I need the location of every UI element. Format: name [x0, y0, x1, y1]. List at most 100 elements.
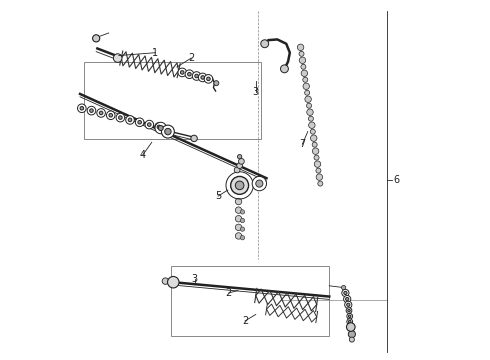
Circle shape: [240, 235, 245, 240]
Circle shape: [235, 216, 242, 222]
Circle shape: [310, 129, 315, 134]
Text: 2: 2: [188, 53, 195, 63]
Circle shape: [343, 296, 351, 303]
Text: 1: 1: [152, 48, 158, 58]
Circle shape: [204, 75, 213, 83]
Circle shape: [348, 309, 350, 312]
Circle shape: [307, 103, 312, 108]
Circle shape: [346, 303, 350, 306]
Circle shape: [297, 44, 304, 50]
Circle shape: [109, 113, 113, 117]
Circle shape: [185, 70, 194, 78]
Circle shape: [155, 123, 163, 131]
Circle shape: [178, 68, 187, 77]
Circle shape: [234, 167, 240, 173]
Circle shape: [301, 64, 306, 69]
Circle shape: [231, 176, 248, 194]
Circle shape: [347, 314, 353, 319]
Circle shape: [113, 54, 122, 62]
Text: 7: 7: [299, 139, 305, 149]
Circle shape: [126, 116, 134, 124]
Circle shape: [135, 118, 144, 127]
Circle shape: [239, 158, 245, 164]
Circle shape: [307, 109, 313, 116]
Circle shape: [97, 109, 105, 117]
Text: 3: 3: [192, 274, 198, 284]
Circle shape: [344, 301, 352, 309]
Circle shape: [314, 161, 321, 167]
Circle shape: [252, 176, 267, 191]
Circle shape: [198, 73, 207, 82]
Circle shape: [158, 126, 163, 131]
Text: 3: 3: [253, 87, 259, 97]
Circle shape: [312, 142, 317, 147]
Bar: [84, 62, 261, 139]
Circle shape: [345, 297, 349, 301]
Bar: [172, 266, 329, 336]
Circle shape: [235, 198, 242, 205]
Circle shape: [93, 35, 100, 42]
Circle shape: [240, 227, 245, 231]
Circle shape: [162, 278, 169, 284]
Circle shape: [235, 224, 242, 230]
Circle shape: [303, 83, 310, 90]
Circle shape: [235, 207, 242, 213]
Circle shape: [308, 116, 314, 121]
Circle shape: [188, 72, 191, 76]
Text: 6: 6: [394, 175, 400, 185]
Circle shape: [128, 118, 132, 122]
Circle shape: [316, 168, 321, 173]
Circle shape: [145, 120, 153, 129]
Circle shape: [309, 122, 315, 129]
Circle shape: [77, 104, 86, 113]
Circle shape: [303, 77, 308, 82]
Circle shape: [313, 148, 319, 154]
Circle shape: [119, 116, 122, 120]
Text: 4: 4: [140, 150, 146, 160]
Circle shape: [305, 90, 310, 95]
Circle shape: [238, 154, 242, 159]
Circle shape: [155, 122, 167, 134]
Text: 2: 2: [226, 288, 232, 298]
Circle shape: [346, 308, 352, 314]
Text: 2: 2: [242, 316, 248, 326]
Circle shape: [161, 125, 174, 138]
Circle shape: [314, 155, 319, 160]
Circle shape: [90, 109, 93, 112]
Circle shape: [192, 72, 201, 80]
Circle shape: [201, 76, 204, 79]
Circle shape: [191, 135, 197, 141]
Circle shape: [318, 181, 323, 186]
Circle shape: [348, 330, 355, 338]
Circle shape: [87, 106, 96, 115]
Circle shape: [256, 180, 263, 187]
Circle shape: [280, 65, 289, 73]
Circle shape: [342, 289, 349, 297]
Circle shape: [299, 51, 304, 56]
Circle shape: [168, 276, 179, 288]
Circle shape: [165, 129, 171, 135]
Circle shape: [349, 337, 354, 342]
Circle shape: [147, 123, 151, 126]
Circle shape: [195, 74, 198, 78]
Circle shape: [347, 319, 353, 324]
Circle shape: [305, 96, 311, 103]
Circle shape: [180, 71, 184, 74]
Circle shape: [99, 111, 103, 115]
Circle shape: [235, 181, 244, 190]
Circle shape: [342, 285, 346, 290]
Circle shape: [299, 57, 306, 63]
Circle shape: [301, 70, 308, 76]
Circle shape: [207, 77, 210, 81]
Circle shape: [157, 125, 161, 129]
Circle shape: [138, 121, 142, 124]
Circle shape: [106, 111, 115, 120]
Circle shape: [348, 320, 351, 323]
Circle shape: [311, 135, 317, 141]
Circle shape: [237, 163, 243, 168]
Circle shape: [80, 107, 84, 110]
Circle shape: [235, 233, 242, 239]
Circle shape: [116, 113, 124, 122]
Circle shape: [214, 81, 219, 86]
Circle shape: [261, 40, 269, 48]
